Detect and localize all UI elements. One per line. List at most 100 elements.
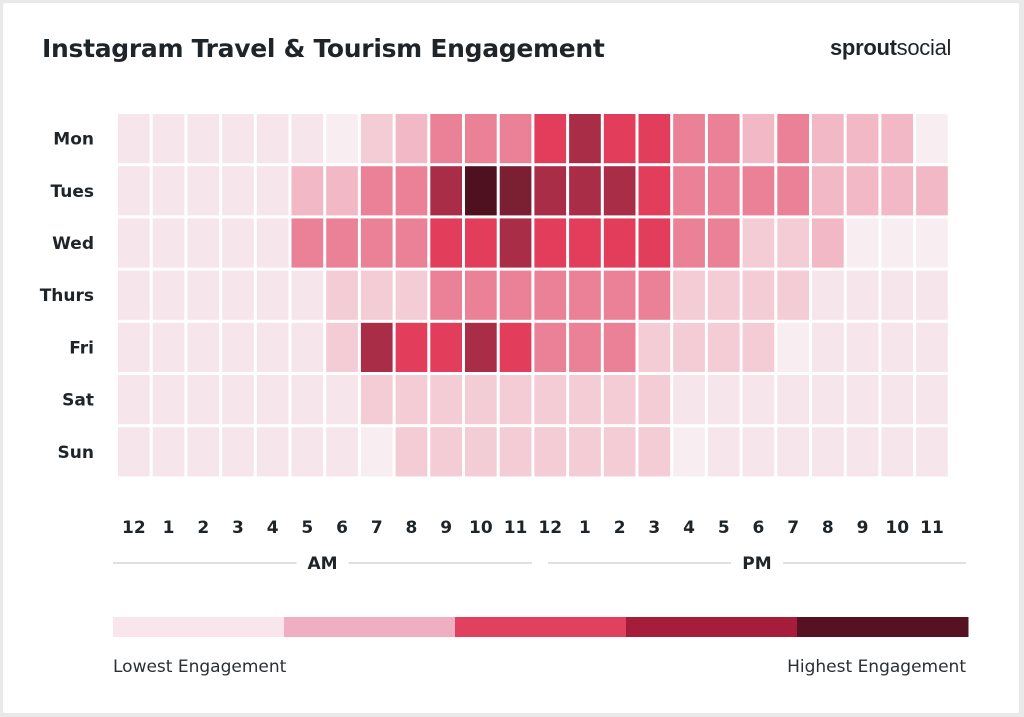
heatmap-cell-fri-7 bbox=[360, 322, 393, 372]
heatmap-cell-wed-15 bbox=[638, 218, 671, 268]
heatmap-cell-wed-12 bbox=[534, 218, 567, 268]
heatmap-cell-thurs-15 bbox=[638, 270, 671, 320]
heatmap-cell-sun-22 bbox=[881, 427, 914, 477]
heatmap-cell-sat-19 bbox=[777, 375, 809, 425]
heatmap-cell-thurs-1 bbox=[152, 270, 185, 320]
heatmap-cell-mon-1 bbox=[152, 114, 185, 164]
heatmap-cell-fri-22 bbox=[881, 322, 914, 372]
heatmap-cell-wed-1 bbox=[152, 218, 185, 268]
heatmap-cell-thurs-11 bbox=[499, 270, 532, 320]
heatmap-cell-tues-23 bbox=[916, 166, 948, 216]
heatmap-cell-sat-1 bbox=[152, 375, 185, 425]
heatmap-cell-thurs-19 bbox=[777, 270, 809, 320]
hour-label-9: 9 bbox=[440, 518, 452, 538]
heatmap-cell-tues-5 bbox=[291, 166, 324, 216]
heatmap-cell-tues-16 bbox=[673, 166, 705, 216]
heatmap-cell-mon-12 bbox=[534, 114, 567, 164]
heatmap-cell-wed-7 bbox=[360, 218, 393, 268]
hour-label-16: 4 bbox=[683, 518, 695, 538]
hour-label-20: 8 bbox=[822, 518, 834, 538]
heatmap-cell-sun-9 bbox=[430, 427, 462, 477]
heatmap-cell-wed-13 bbox=[569, 218, 601, 268]
heatmap-cell-tues-8 bbox=[395, 166, 428, 216]
heatmap-cell-tues-13 bbox=[569, 166, 601, 216]
heatmap-cell-thurs-7 bbox=[360, 270, 393, 320]
heatmap-cell-wed-22 bbox=[881, 218, 914, 268]
hour-label-17: 5 bbox=[718, 518, 730, 538]
logo-text-light: social bbox=[896, 35, 952, 60]
heatmap-cell-wed-4 bbox=[256, 218, 289, 268]
heatmap-cell-sun-11 bbox=[499, 427, 532, 477]
heatmap-cell-thurs-2 bbox=[187, 270, 220, 320]
heatmap-cell-fri-12 bbox=[534, 322, 567, 372]
heatmap-cell-mon-4 bbox=[256, 114, 289, 164]
hour-label-6: 6 bbox=[336, 518, 348, 538]
heatmap-cell-sun-16 bbox=[673, 427, 705, 477]
heatmap-cell-sat-14 bbox=[603, 375, 636, 425]
heatmap-cell-fri-6 bbox=[326, 322, 358, 372]
heatmap-cell-thurs-10 bbox=[465, 270, 497, 320]
heatmap-cell-mon-6 bbox=[326, 114, 358, 164]
heatmap-cell-wed-19 bbox=[777, 218, 809, 268]
legend-swatch-3 bbox=[626, 617, 798, 637]
logo-text-bold: sprout bbox=[830, 35, 897, 60]
heatmap-cell-sat-12 bbox=[534, 375, 567, 425]
heatmap-cell-sat-18 bbox=[742, 375, 775, 425]
heatmap-cell-sat-10 bbox=[465, 375, 497, 425]
heatmap-cell-sat-22 bbox=[881, 375, 914, 425]
heatmap-cell-tues-11 bbox=[499, 166, 532, 216]
heatmap-cell-sun-15 bbox=[638, 427, 671, 477]
hour-label-8: 8 bbox=[406, 518, 418, 538]
heatmap-cell-sat-2 bbox=[187, 375, 220, 425]
heatmap-cell-sun-19 bbox=[777, 427, 809, 477]
heatmap-cell-thurs-3 bbox=[222, 270, 254, 320]
heatmap-cell-tues-3 bbox=[222, 166, 254, 216]
heatmap-cells bbox=[118, 114, 948, 477]
heatmap-cell-tues-4 bbox=[256, 166, 289, 216]
heatmap-cell-thurs-4 bbox=[256, 270, 289, 320]
heatmap-cell-fri-0 bbox=[118, 322, 150, 372]
heatmap-cell-thurs-17 bbox=[707, 270, 740, 320]
hour-label-4: 4 bbox=[267, 518, 279, 538]
heatmap-cell-wed-5 bbox=[291, 218, 324, 268]
heatmap-cell-fri-18 bbox=[742, 322, 775, 372]
heatmap-cell-wed-11 bbox=[499, 218, 532, 268]
heatmap-cell-tues-9 bbox=[430, 166, 462, 216]
heatmap-cell-fri-16 bbox=[673, 322, 705, 372]
heatmap-cell-wed-8 bbox=[395, 218, 428, 268]
heatmap-cell-sat-23 bbox=[916, 375, 948, 425]
row-label-wed: Wed bbox=[52, 234, 94, 254]
heatmap-cell-sat-16 bbox=[673, 375, 705, 425]
legend-swatch-0 bbox=[113, 617, 285, 637]
heatmap-cell-sun-0 bbox=[118, 427, 150, 477]
heatmap-cell-wed-17 bbox=[707, 218, 740, 268]
heatmap-cell-sun-8 bbox=[395, 427, 428, 477]
heatmap-cell-sun-2 bbox=[187, 427, 220, 477]
heatmap-cell-sun-4 bbox=[256, 427, 289, 477]
heatmap-cell-mon-17 bbox=[707, 114, 740, 164]
hour-label-10: 10 bbox=[469, 518, 493, 538]
heatmap-cell-sat-21 bbox=[846, 375, 879, 425]
heatmap-cell-mon-0 bbox=[118, 114, 150, 164]
heatmap-cell-tues-22 bbox=[881, 166, 914, 216]
heatmap-cell-sat-3 bbox=[222, 375, 254, 425]
period-label-pm: PM bbox=[742, 554, 771, 574]
heatmap-cell-wed-6 bbox=[326, 218, 358, 268]
period-label-am: AM bbox=[307, 554, 337, 574]
heatmap-cell-tues-12 bbox=[534, 166, 567, 216]
heatmap-cell-sun-6 bbox=[326, 427, 358, 477]
heatmap-cell-sat-5 bbox=[291, 375, 324, 425]
heatmap-cell-fri-23 bbox=[916, 322, 948, 372]
hour-label-21: 9 bbox=[857, 518, 869, 538]
heatmap-cell-wed-3 bbox=[222, 218, 254, 268]
row-label-tues: Tues bbox=[51, 182, 94, 202]
heatmap-cell-mon-7 bbox=[360, 114, 393, 164]
hour-label-12: 12 bbox=[538, 518, 562, 538]
heatmap-cell-mon-2 bbox=[187, 114, 220, 164]
heatmap-cell-tues-10 bbox=[465, 166, 497, 216]
hour-label-22: 10 bbox=[885, 518, 909, 538]
hour-label-5: 5 bbox=[301, 518, 313, 538]
heatmap-cell-tues-6 bbox=[326, 166, 358, 216]
heatmap-cell-tues-17 bbox=[707, 166, 740, 216]
heatmap-cell-tues-0 bbox=[118, 166, 150, 216]
